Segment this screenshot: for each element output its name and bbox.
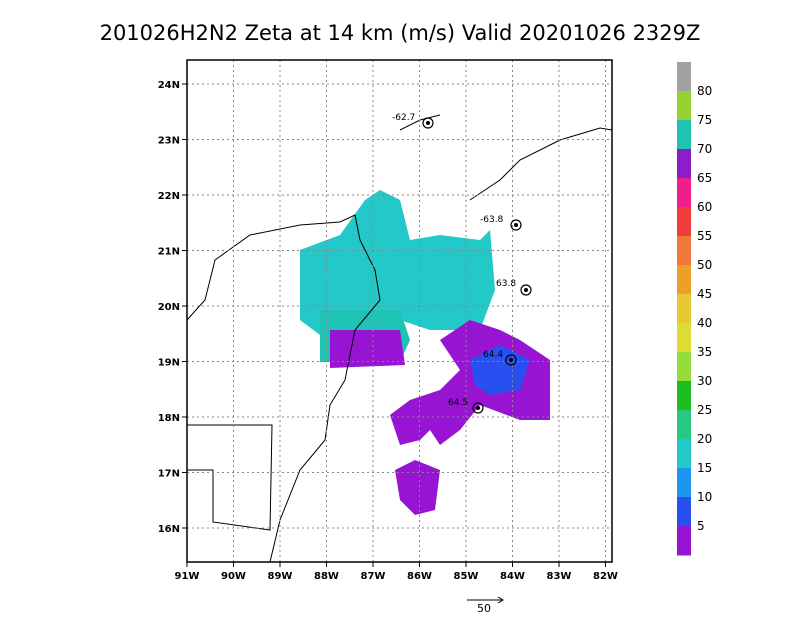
colorbar-swatch (677, 294, 691, 324)
storm-label: -63.8 (480, 215, 504, 225)
colorbar-swatch (677, 120, 691, 150)
lat-label: 24N (158, 80, 180, 91)
lon-label: 86W (407, 571, 432, 582)
colorbar-swatch (677, 323, 691, 353)
colorbar-label: 70 (697, 142, 712, 156)
colorbar-label: 25 (697, 403, 712, 417)
lon-label: 88W (314, 571, 339, 582)
colorbar: 80 75 70 65 60 55 50 45 40 35 30 25 20 15 10 5 (677, 62, 712, 556)
colorbar-swatch (677, 439, 691, 469)
colorbar-swatch (677, 497, 691, 527)
field-region (330, 330, 405, 368)
lon-label: 87W (361, 571, 386, 582)
lon-label: 89W (268, 571, 293, 582)
lat-label: 20N (158, 302, 180, 313)
lat-label: 16N (158, 524, 180, 535)
colorbar-label: 40 (697, 316, 712, 330)
lon-label: 83W (547, 571, 572, 582)
field-region (390, 320, 550, 445)
storm-label: 64.4 (483, 350, 503, 360)
colorbar-swatch (677, 265, 691, 295)
colorbar-label: 35 (697, 345, 712, 359)
colorbar-swatch (677, 352, 691, 382)
colorbar-label: 65 (697, 171, 712, 185)
storm-marker (472, 402, 484, 414)
lat-label: 21N (158, 247, 180, 258)
coastline (469, 127, 613, 201)
storm-marker (476, 406, 480, 410)
lat-label: 22N (158, 191, 180, 202)
storm-marker (422, 117, 434, 129)
colorbar-label: 15 (697, 461, 712, 475)
map-frame (186, 59, 613, 563)
colorbar-swatch (677, 236, 691, 266)
storm-marker (524, 288, 528, 292)
coastline (186, 214, 381, 563)
colorbar-label: 20 (697, 432, 712, 446)
storm-label: -62.7 (392, 113, 415, 123)
colorbar-swatch (677, 149, 691, 179)
colorbar-label: 80 (697, 84, 712, 98)
lon-label: 82W (593, 571, 618, 582)
storm-label: 64.5 (448, 398, 468, 408)
lat-label: 18N (158, 413, 180, 424)
storm-marker (520, 284, 532, 296)
border (187, 424, 273, 531)
lon-label: 85W (454, 571, 479, 582)
colorbar-swatch (677, 468, 691, 498)
colorbar-swatch (677, 526, 691, 556)
scale-arrowhead (497, 596, 504, 604)
lon-label: 90W (221, 571, 246, 582)
lon-label: 91W (175, 571, 200, 582)
colorbar-label: 55 (697, 229, 712, 243)
colorbar-label: 30 (697, 374, 712, 388)
colorbar-swatch (677, 62, 691, 92)
lat-label: 23N (158, 136, 180, 147)
colorbar-swatch (677, 207, 691, 237)
title: 201026H2N2 Zeta at 14 km (m/s) Valid 202… (100, 21, 701, 45)
annotations: -62.7 -63.8 63.8 64.4 64.5 (392, 113, 532, 414)
storm-label: 63.8 (496, 279, 516, 289)
storm-marker (505, 354, 517, 366)
grid: 91W 90W 89W 88W 87W 86W 85W 84W 83W 82W 24N 23N 22N 2… (158, 60, 618, 582)
colorbar-label: 75 (697, 113, 712, 127)
scale-label: 50 (477, 602, 491, 615)
storm-marker (510, 219, 522, 231)
wind-field (300, 190, 550, 515)
colorbar-label: 45 (697, 287, 712, 301)
storm-marker (426, 121, 430, 125)
storm-marker (509, 358, 513, 362)
colorbar-swatch (677, 91, 691, 121)
lon-label: 84W (500, 571, 525, 582)
colorbar-label: 5 (697, 519, 705, 533)
field-region (395, 460, 440, 515)
colorbar-label: 10 (697, 490, 712, 504)
colorbar-swatch (677, 410, 691, 440)
colorbar-label: 50 (697, 258, 712, 272)
lat-label: 19N (158, 358, 180, 369)
colorbar-label: 60 (697, 200, 712, 214)
colorbar-swatch (677, 178, 691, 208)
field-region (300, 190, 495, 340)
colorbar-swatch (677, 381, 691, 411)
lat-label: 17N (158, 469, 180, 480)
storm-marker (514, 223, 518, 227)
